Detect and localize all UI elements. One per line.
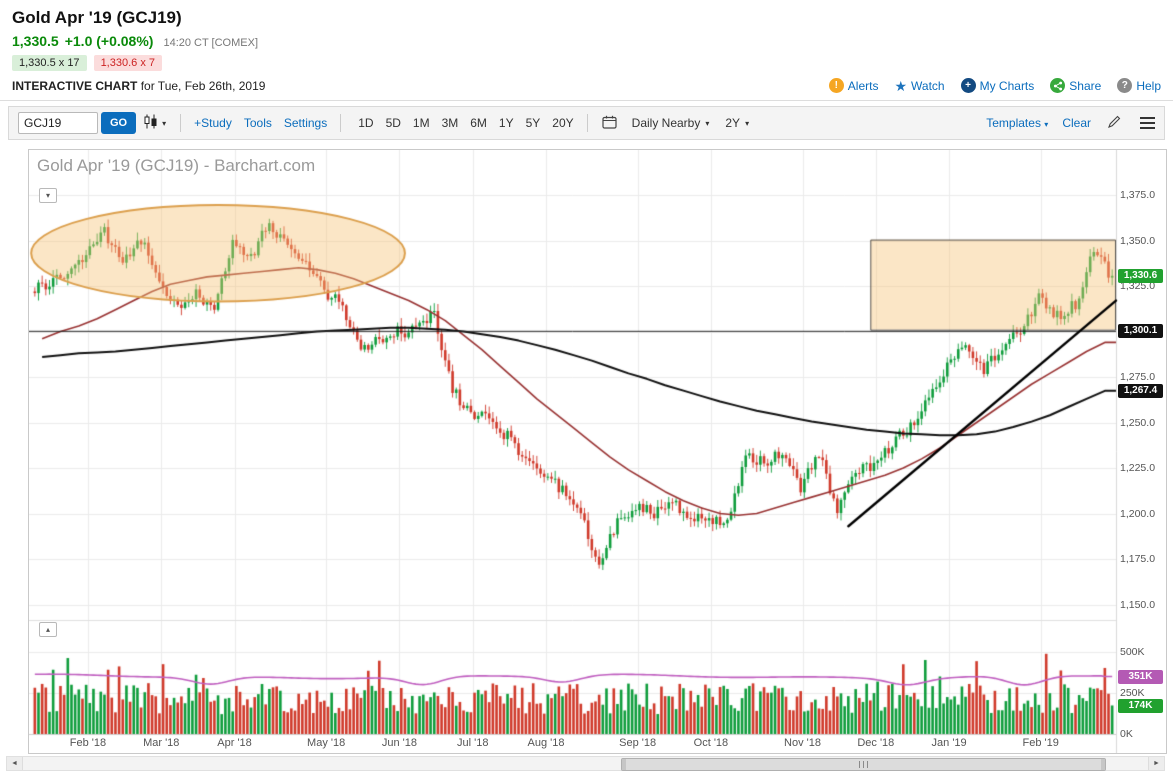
toolbar-separator: [340, 114, 342, 132]
range-1m[interactable]: 1M: [412, 116, 430, 130]
page-title: Gold Apr '19 (GCJ19): [12, 8, 182, 27]
pencil-icon: [1107, 115, 1121, 132]
calendar-icon: [602, 115, 617, 132]
clear-button[interactable]: Clear: [1062, 116, 1091, 130]
toolbar-separator: [180, 114, 182, 132]
templates-label: Templates: [986, 116, 1041, 130]
watch-star-icon: ★: [894, 77, 908, 94]
scrollbar-thumb-right-handle[interactable]: [1101, 759, 1105, 770]
go-button[interactable]: GO: [101, 112, 137, 134]
range-5y[interactable]: 5Y: [525, 116, 541, 130]
scrollbar-right-arrow[interactable]: ►: [1148, 757, 1164, 770]
header-links: ! Alerts ★ Watch + My Charts Share ? Hel…: [828, 78, 1161, 93]
range-3m[interactable]: 3M: [441, 116, 459, 130]
volume-last-badge: 174K: [1118, 699, 1163, 713]
volume-average-badge: 351K: [1118, 670, 1163, 684]
my-charts-plus-icon: +: [960, 78, 976, 93]
share-link[interactable]: Share: [1050, 78, 1101, 93]
alerts-icon: !: [828, 78, 844, 93]
watch-label: Watch: [911, 78, 945, 93]
chart-widget: Gold Apr '19 (GCJ19) - Barchart.com ▾ ▴ …: [28, 149, 1167, 754]
bid-size-badge: 1,330.5 x 17: [12, 55, 87, 71]
scrollbar-thumb-grip: [858, 761, 870, 768]
frequency-dropdown[interactable]: Daily Nearby ▾: [624, 116, 718, 130]
toolbar-right: Templates ▾ Clear: [981, 115, 1155, 132]
templates-dropdown[interactable]: Templates ▾: [981, 116, 1053, 130]
price-chart-canvas[interactable]: [29, 150, 1166, 753]
range-6m[interactable]: 6M: [470, 116, 487, 130]
last-price-badge: 1,330.6: [1118, 269, 1163, 283]
alerts-link[interactable]: ! Alerts: [828, 78, 879, 93]
scrollbar-left-arrow[interactable]: ◄: [7, 757, 23, 770]
my-charts-link[interactable]: + My Charts: [960, 78, 1035, 93]
symbol-input[interactable]: [18, 112, 98, 134]
chevron-down-icon: ▾: [745, 118, 750, 128]
help-link[interactable]: ? Help: [1117, 78, 1161, 93]
frequency-value: Daily Nearby: [631, 116, 701, 130]
help-icon: ?: [1117, 78, 1133, 93]
chart-type-button[interactable]: ▾: [143, 114, 166, 132]
range-5d[interactable]: 5D: [385, 116, 401, 130]
calendar-button[interactable]: [602, 115, 617, 132]
interactive-chart-date: for Tue, Feb 26th, 2019: [140, 78, 266, 93]
toolbar-separator: [586, 114, 588, 132]
share-label: Share: [1069, 78, 1102, 93]
header-divider: [0, 100, 1173, 101]
zoom-value: 2Y: [725, 116, 741, 130]
candlestick-icon: [143, 114, 159, 132]
chart-toolbar: GO ▾ +Study Tools Settings 1D 5D 1M 3M 6M 1Y 5…: [8, 106, 1165, 140]
draw-tool-button[interactable]: [1107, 115, 1121, 132]
moving-average-price-badge: 1,267.4: [1118, 384, 1163, 398]
chevron-down-icon: ▾: [162, 118, 167, 128]
quote-time: 14:20 CT [COMEX]: [163, 37, 259, 49]
add-study-button[interactable]: +Study: [194, 116, 232, 130]
my-charts-label: My Charts: [979, 78, 1035, 93]
ask-size-badge: 1,330.6 x 7: [93, 55, 162, 71]
settings-button[interactable]: Settings: [283, 116, 328, 130]
interactive-chart-line: INTERACTIVE CHART for Tue, Feb 26th, 201…: [12, 78, 1161, 100]
interactive-chart-title: INTERACTIVE CHART: [12, 78, 138, 93]
range-20y[interactable]: 20Y: [552, 116, 574, 130]
horizontal-line-price-badge: 1,300.1: [1118, 324, 1163, 338]
alerts-label: Alerts: [847, 78, 879, 93]
help-label: Help: [1136, 78, 1161, 93]
watch-link[interactable]: ★ Watch: [894, 79, 944, 93]
share-icon: [1050, 78, 1066, 93]
range-buttons: 1D 5D 1M 3M 6M 1Y 5Y 20Y: [352, 113, 579, 133]
chevron-down-icon: ▾: [1044, 120, 1049, 129]
range-1y[interactable]: 1Y: [498, 116, 514, 130]
menu-icon[interactable]: [1140, 117, 1155, 129]
tools-button[interactable]: Tools: [243, 116, 272, 130]
price-change: +1.0 (+0.08%): [64, 33, 154, 49]
quote-line: 1,330.5 +1.0 (+0.08%) 14:20 CT [COMEX]: [12, 33, 1161, 49]
interactive-chart-label: INTERACTIVE CHART for Tue, Feb 26th, 201…: [12, 79, 265, 93]
range-1d[interactable]: 1D: [358, 116, 374, 130]
scrollbar-thumb[interactable]: [621, 758, 1106, 771]
quote-header: Gold Apr '19 (GCJ19) 1,330.5 +1.0 (+0.08…: [0, 0, 1173, 100]
chevron-down-icon: ▾: [705, 118, 710, 128]
bid-ask-line: 1,330.5 x 17 1,330.6 x 7: [12, 55, 1161, 71]
volume-pane-collapse-button[interactable]: ▴: [39, 622, 57, 637]
scrollbar-thumb-left-handle[interactable]: [622, 759, 626, 770]
last-price: 1,330.5: [12, 33, 59, 49]
zoom-dropdown[interactable]: 2Y ▾: [717, 116, 757, 130]
price-pane-collapse-button[interactable]: ▾: [39, 188, 57, 203]
chart-scrollbar: ◄ ►: [6, 756, 1165, 771]
